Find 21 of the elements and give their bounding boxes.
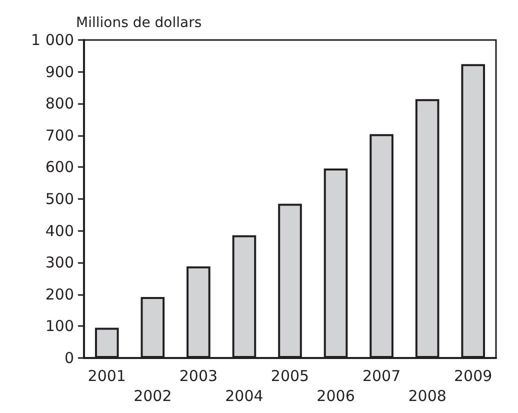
y-tick-label: 800 xyxy=(45,94,74,113)
y-tick-label: 300 xyxy=(45,254,74,272)
x-tick-label: 2004 xyxy=(225,387,264,405)
x-tick-label: 2006 xyxy=(316,387,355,405)
x-tick-label: 2002 xyxy=(134,387,172,405)
y-tick-label: 400 xyxy=(45,222,74,240)
x-tick-label: 2007 xyxy=(362,367,401,385)
x-tick-label: 2009 xyxy=(454,367,492,385)
y-axis-title: Millions de dollars xyxy=(76,15,202,31)
x-tick-label: 2008 xyxy=(408,387,446,405)
y-tick-label: 700 xyxy=(45,126,74,144)
y-tick-label: 900 xyxy=(45,62,74,81)
y-tick-label: 200 xyxy=(45,285,74,304)
x-tick-label: 2005 xyxy=(270,367,310,385)
x-tick-label: 2001 xyxy=(88,367,126,385)
x-tick-label: 2003 xyxy=(179,367,218,385)
y-tick-label: 500 xyxy=(45,190,74,208)
y-tick-label: 0 xyxy=(64,349,74,367)
y-tick-label: 600 xyxy=(45,158,74,176)
y-tick-label: 100 xyxy=(45,317,74,336)
y-tick-label: 1 000 xyxy=(31,31,74,49)
